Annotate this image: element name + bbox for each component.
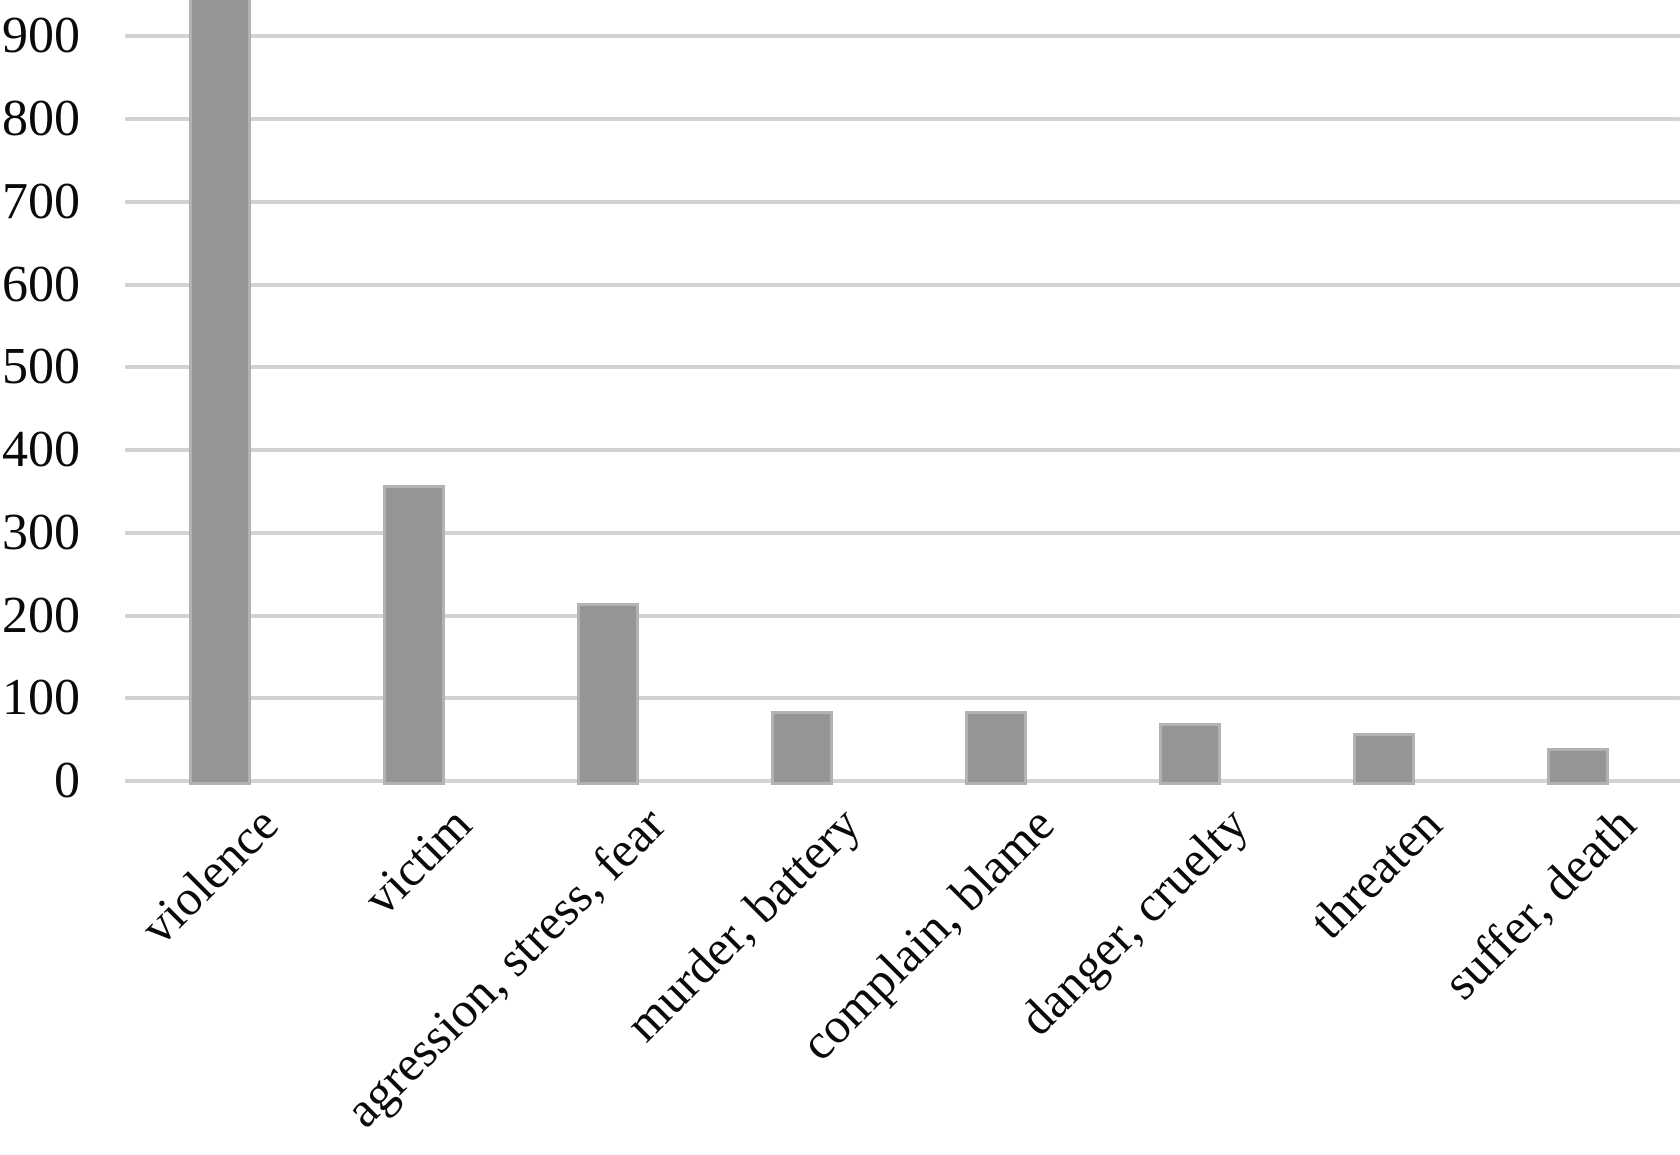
bar-victim [383,484,445,785]
bar-danger-cruelty [1159,723,1221,785]
gridline-y-800 [125,117,1680,121]
gridline-y-500 [125,365,1680,370]
y-tick-label-100: 100 [2,669,80,727]
bar-threaten [1353,733,1415,785]
y-tick-label-300: 300 [2,503,80,561]
y-tick-label-0: 0 [54,752,80,809]
gridline-y-700 [125,199,1680,204]
gridline-y-200 [125,613,1680,618]
x-axis-label-threaten: threaten [1298,795,1453,950]
y-tick-label-800: 800 [2,90,80,147]
x-axis-label-violence: violence [128,795,289,955]
bar-murder-battery [771,710,833,785]
y-tick-label-500: 500 [2,338,80,396]
x-axis-label-suffer-death: suffer, death [1431,795,1647,1010]
y-tick-label-600: 600 [2,255,80,313]
x-axis-label-victim: victim [352,795,483,926]
bar-suffer-death [1547,747,1609,785]
y-tick-label-200: 200 [2,586,80,644]
gridline-y-100 [125,696,1680,701]
y-tick-label-400: 400 [2,421,80,478]
x-axis-label-agression-stress-fear: agression, stress, fear [334,795,677,1138]
gridline-y-0 [125,779,1680,783]
gridline-y-600 [125,282,1680,287]
bar-agression-stress-fear [577,603,639,785]
bar-complain-blame [965,710,1027,785]
gridline-y-300 [125,530,1680,535]
gridline-y-900 [125,34,1680,39]
gridline-y-400 [125,448,1680,452]
bar-violence [189,0,251,785]
y-tick-label-900: 900 [2,7,80,65]
y-tick-label-700: 700 [2,172,80,230]
